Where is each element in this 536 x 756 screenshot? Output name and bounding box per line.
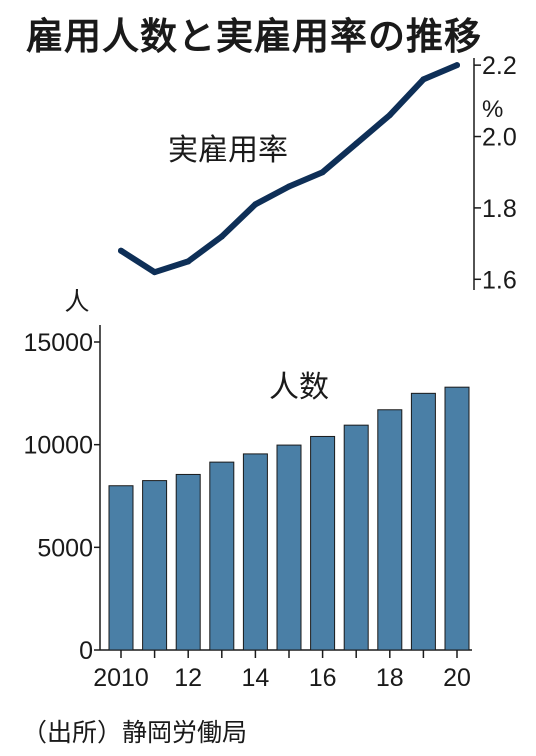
line-point <box>185 258 192 265</box>
line-point <box>319 169 326 176</box>
bar <box>410 392 436 651</box>
source-note: （出所）静岡労働局 <box>22 718 248 747</box>
line-y-tick-label: 2.2 <box>482 52 517 80</box>
bar-y-tick-label: 0 <box>79 637 93 665</box>
bar <box>108 485 134 651</box>
line-y-tick-label: 1.6 <box>482 266 517 294</box>
bar-y-tick-label: 10000 <box>23 432 93 460</box>
bar-y-tick-label: 15000 <box>23 329 93 357</box>
bar-x-tick-label: 14 <box>241 664 269 692</box>
line-point <box>151 269 158 276</box>
bar <box>444 386 470 651</box>
line-point <box>386 112 393 119</box>
line-point <box>454 62 460 69</box>
line-point <box>353 140 360 147</box>
line-series-path <box>118 62 460 276</box>
bar <box>276 444 302 651</box>
bar-x-tick-label: 16 <box>309 664 337 692</box>
bar <box>343 424 369 651</box>
bar-y-tick-label: 5000 <box>37 534 93 562</box>
line-y-unit: % <box>482 96 503 123</box>
line-point <box>286 183 292 190</box>
line-point <box>118 247 124 254</box>
bar <box>377 409 403 651</box>
line-y-tick-label: 2.0 <box>482 124 517 152</box>
bar-y-unit: 人 <box>64 288 89 316</box>
bar-x-tick-label: 20 <box>443 664 471 692</box>
line-point <box>218 233 225 240</box>
bar-x-tick-label: 18 <box>376 664 404 692</box>
line-y-tick-label: 1.8 <box>482 195 517 223</box>
bar-series-label: 人数 <box>269 371 329 404</box>
bar <box>242 453 268 651</box>
line-point <box>420 76 427 83</box>
bar <box>310 435 336 651</box>
chart-title: 雇用人数と実雇用率の推移 <box>26 15 482 58</box>
bar-x-tick-label: 2010 <box>93 664 149 692</box>
line-series-label: 実雇用率 <box>168 134 288 167</box>
line-point <box>252 201 259 208</box>
bar <box>209 461 235 651</box>
bar <box>175 473 201 651</box>
bar-x-tick-label: 12 <box>174 664 202 692</box>
bar <box>142 480 168 651</box>
